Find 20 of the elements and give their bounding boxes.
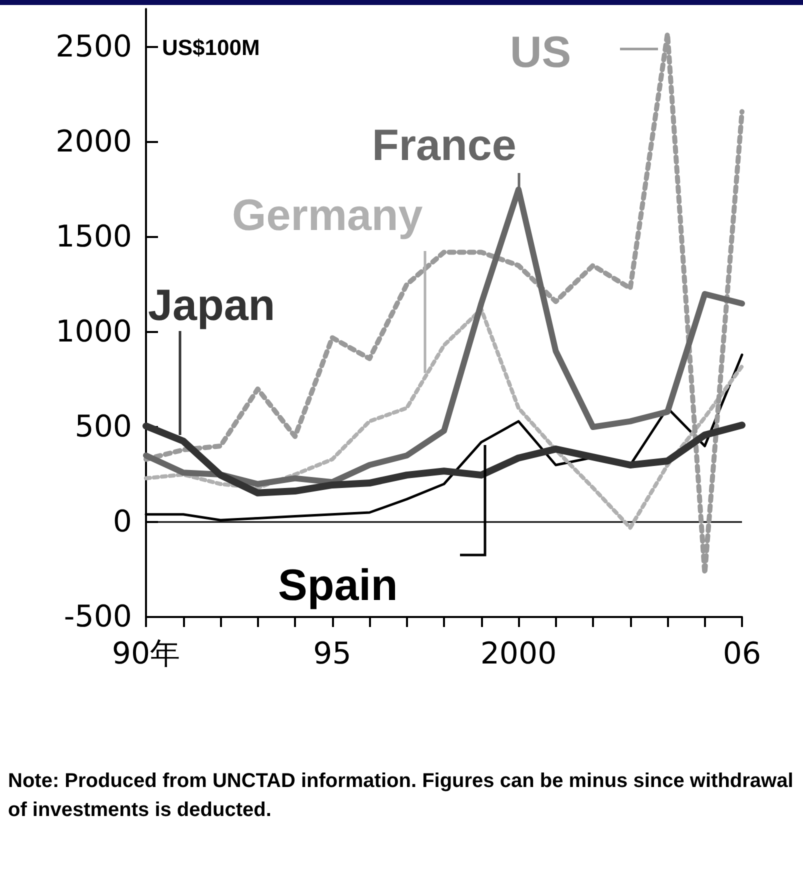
name-callout: Japan <box>148 281 276 435</box>
y-tick-label: 1000 <box>56 314 132 350</box>
x-tick-label: 2000 <box>480 636 557 672</box>
x-tick-label: 90年 <box>112 636 180 672</box>
y-tick-label: 500 <box>74 410 132 444</box>
text: Note: Produced from UNCTAD information. Figures can be minus since withdrawal of investments is deducted. <box>8 769 794 823</box>
y-tick-label: 2500 <box>56 30 132 64</box>
y-tick-label: 0 <box>112 504 132 540</box>
series-label: Spain <box>278 561 398 610</box>
y-axis-title: US$100M <box>162 35 260 61</box>
name-callout: France <box>372 121 520 193</box>
name-callout: US <box>510 28 658 77</box>
x-tick-label: 06 <box>722 636 762 672</box>
y-tick-label: -500 <box>64 600 132 634</box>
y-tick-label: 2000 <box>56 124 132 160</box>
y-tick-label: 1500 <box>56 220 132 254</box>
series-label: France <box>372 121 516 170</box>
name-callout: Spain <box>278 445 486 610</box>
x-tick-label: 95 <box>313 636 352 672</box>
legend-label: US <box>510 28 572 77</box>
